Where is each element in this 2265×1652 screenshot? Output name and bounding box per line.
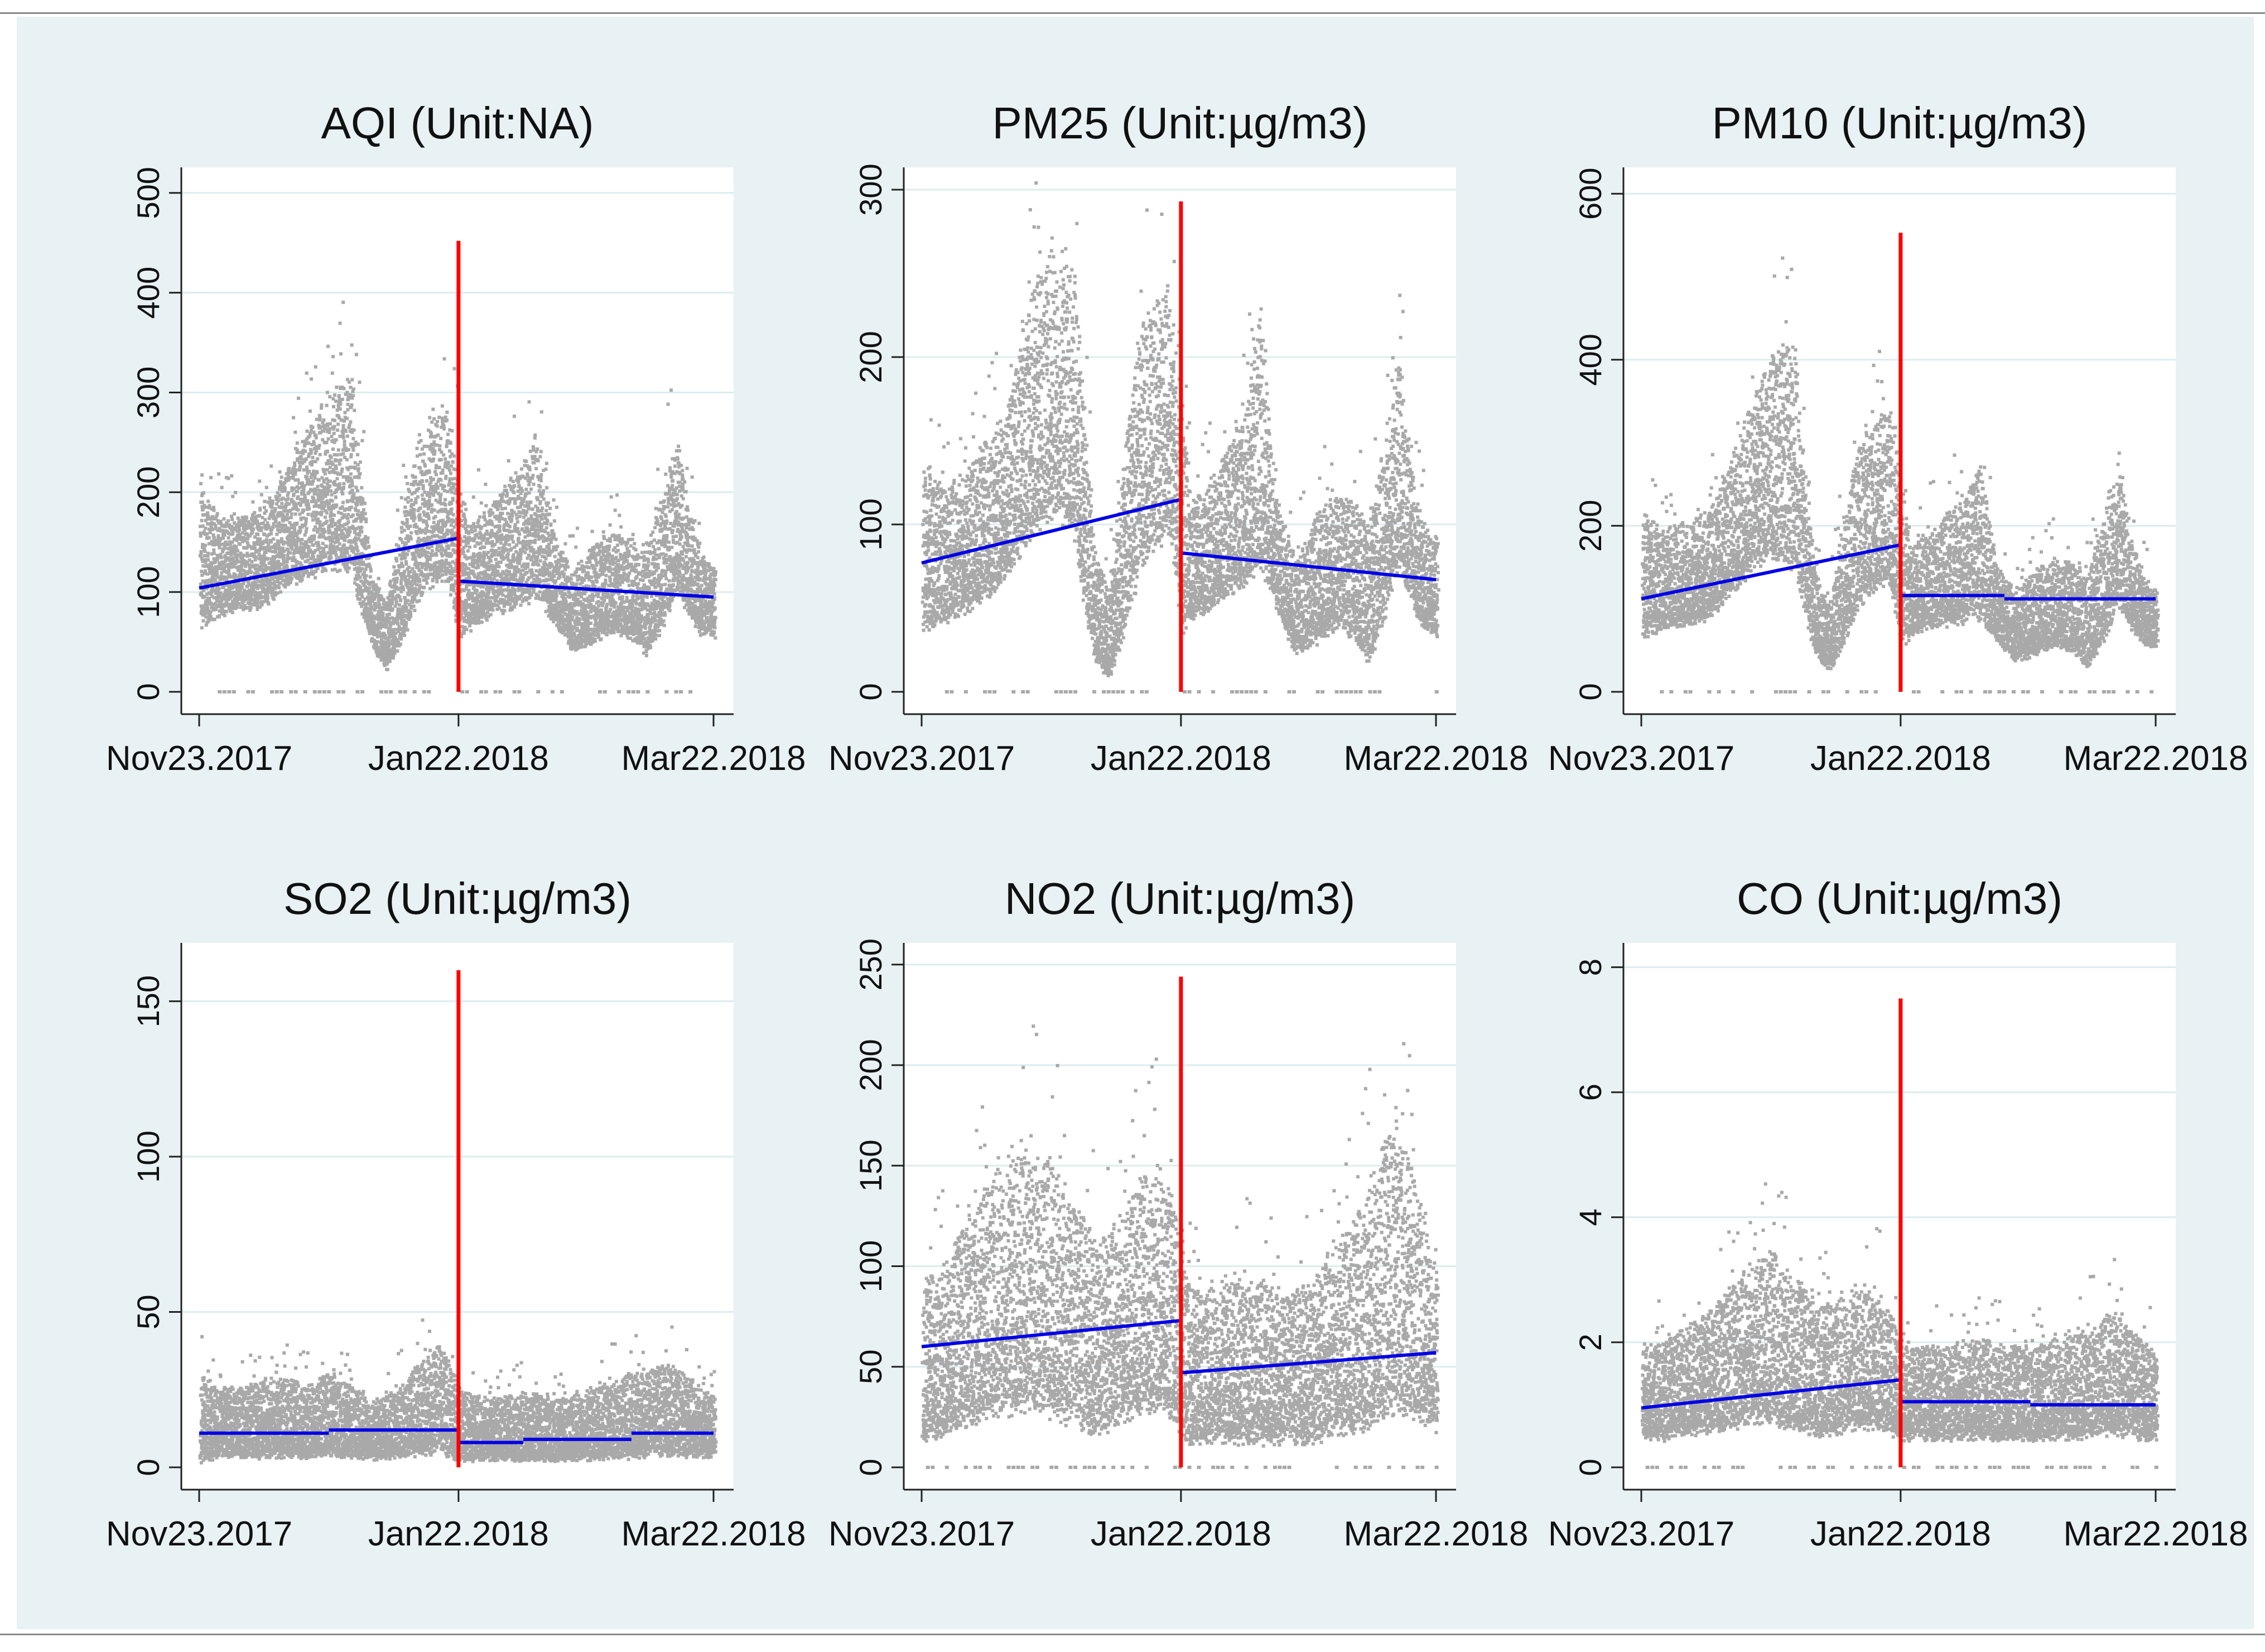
scatter-point [227, 573, 230, 576]
scatter-point [230, 518, 234, 521]
scatter-point [199, 482, 203, 485]
scatter-point [220, 556, 223, 559]
scatter-point [251, 500, 254, 504]
scatter-point [201, 500, 204, 504]
scatter-point [212, 548, 215, 552]
scatter-point [206, 558, 210, 561]
scatter-point [249, 606, 253, 609]
scatter-point [200, 626, 204, 629]
scatter-point [208, 536, 211, 540]
scatter-point [236, 549, 239, 552]
chart-grid: 0100200300400500Nov23.2017 Jan22.2018 Mar2… [0, 0, 2265, 1652]
scatter-point [219, 591, 223, 595]
scatter-point [201, 508, 204, 512]
scatter-point [248, 564, 251, 567]
scatter-point [203, 554, 206, 557]
scatter-point [230, 553, 233, 557]
scatter-point [232, 565, 235, 569]
scatter-point [204, 527, 207, 530]
scatter-point [233, 576, 237, 579]
scatter-point [234, 562, 237, 565]
scatter-point [223, 533, 226, 537]
scatter-point [242, 536, 245, 539]
scatter-point [234, 545, 238, 548]
scatter-point [215, 570, 218, 573]
scatter-point [218, 587, 221, 591]
scatter-point [204, 544, 207, 547]
scatter-point [235, 605, 239, 609]
scatter-point [230, 474, 233, 478]
scatter-point [213, 557, 216, 561]
scatter-point [220, 486, 224, 489]
scatter-point [202, 491, 205, 494]
scatter-point [251, 531, 254, 534]
scatter-point [245, 516, 248, 519]
scatter-point [203, 572, 206, 575]
scatter-point [227, 477, 230, 480]
scatter-point [249, 570, 253, 574]
scatter-point [213, 618, 216, 621]
scatter-point [242, 553, 245, 557]
figure: 0 100 200 300 400 500 Nov23.2017 Jan22.2018 Mar2… [0, 0, 2265, 1652]
scatter-point [199, 553, 203, 556]
scatter-point [237, 529, 240, 533]
scatter-point [210, 591, 213, 594]
chart-panel-1: 0100200300400500Nov23.2017 Jan22.2018 Mar2… [106, 98, 806, 778]
scatter-point [218, 546, 221, 550]
scatter-point [212, 506, 215, 509]
scatter-point [233, 512, 236, 516]
scatter-point [226, 519, 230, 523]
scatter-point [206, 555, 210, 558]
scatter-point [215, 558, 219, 562]
scatter-point [199, 534, 203, 538]
scatter-point [205, 532, 209, 536]
scatter-point [199, 582, 203, 586]
scatter-point [250, 560, 253, 563]
scatter-point [220, 599, 224, 603]
scatter-point [203, 548, 206, 551]
scatter-point [245, 555, 249, 558]
scatter-point [239, 552, 243, 555]
scatter-point [231, 532, 234, 536]
scatter-point [227, 569, 230, 572]
scatter-point [231, 495, 234, 498]
scatter-point [206, 500, 210, 503]
scatter-point [244, 519, 247, 523]
scatter-point [211, 528, 214, 531]
scatter-point [231, 611, 234, 614]
scatter-point [239, 570, 242, 574]
scatter-point [209, 476, 213, 479]
scatter-point [226, 530, 229, 533]
scatter-point [217, 473, 220, 476]
scatter-point [238, 533, 242, 536]
scatter-point [227, 536, 230, 540]
scatter-point [202, 619, 205, 623]
scatter-point [245, 585, 249, 588]
scatter-point [218, 615, 221, 619]
scatter-point [200, 570, 203, 573]
scatter-point [213, 552, 216, 555]
scatter-point [209, 531, 212, 534]
scatter-point [222, 547, 225, 551]
scatter-point [234, 491, 237, 494]
scatter-point [200, 473, 204, 476]
scatter-point [223, 517, 226, 521]
scatter-point [225, 610, 228, 613]
scatter-point [216, 512, 219, 516]
scatter-point [200, 519, 204, 522]
